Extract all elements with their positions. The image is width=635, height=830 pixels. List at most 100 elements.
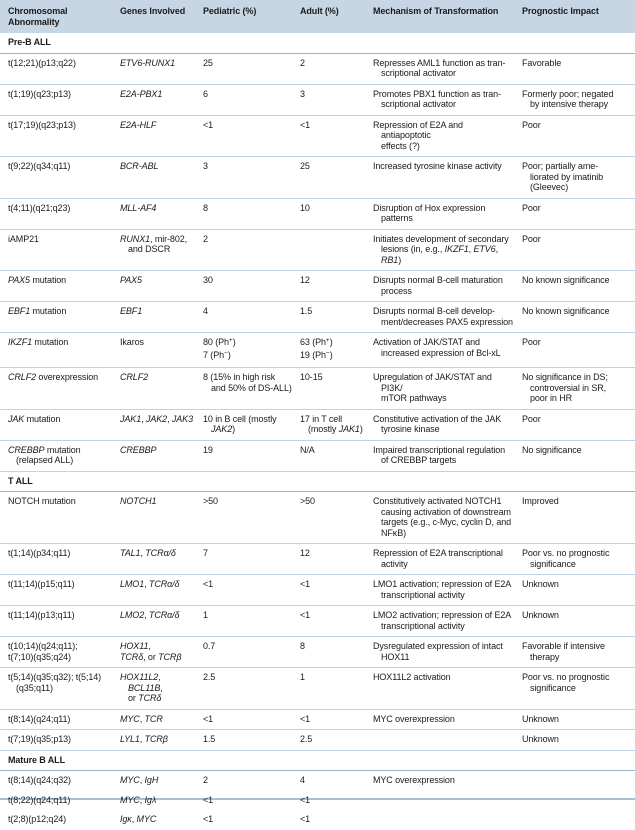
cell-genes: HOX11L2, BCL11B, or TCRδ: [120, 668, 203, 709]
cell-genes: Igκ, MYC: [120, 810, 203, 830]
cell-text: 1: [203, 610, 208, 620]
cell-adult: [300, 230, 373, 271]
cell-text: 10-15: [300, 372, 323, 382]
section-header-mature-b-all: Mature B ALL: [0, 751, 635, 771]
cell-genes: TAL1, TCRα/δ: [120, 544, 203, 574]
cell-mechanism: Increased tyrosine kinase activity: [373, 157, 522, 198]
cell-text: t(11;14)(p15;q11): [8, 579, 75, 589]
cell-adult: <1: [300, 116, 373, 157]
cell-text: 30: [203, 275, 213, 285]
table-row-t-17-19-q23-p13: t(17;19)(q23;p13) E2A-HLF <1 <1 Repression o…: [0, 116, 635, 157]
cell-text: CRLF2: [120, 372, 149, 382]
cell-text: BCR-ABL: [120, 161, 159, 171]
cell-pediatric: 2.5: [203, 668, 300, 709]
cell-genes: NOTCH1: [120, 492, 203, 543]
cell-text: Poor vs. no prognostic significance: [522, 548, 610, 569]
cell-prognostic: No significance: [522, 441, 633, 471]
column-header-prognostic: Prognostic Impact: [522, 0, 633, 33]
cell-text: N/A: [300, 444, 315, 455]
cell-adult: 2.5: [300, 730, 373, 750]
cell-mechanism: [373, 730, 522, 750]
cell-pediatric: 10 in B cell (mostly JAK2): [203, 410, 300, 440]
cell-genes: MYC, Igλ: [120, 791, 203, 811]
cell-text: Disruption of Hox expression patterns: [373, 202, 486, 224]
cell-text: JAK1, JAK2, JAK3: [120, 413, 193, 424]
cell-text: 10 in B cell (mostly JAK2): [203, 413, 277, 435]
cell-text: Constitutive activation of the JAK tyrosi…: [373, 413, 502, 435]
cell-prognostic: Poor; partially ame-liorated by imatinib…: [522, 157, 633, 198]
cell-abnormality: t(1;19)(q23;p13): [8, 85, 120, 115]
table-row-t-11-14-p13-q11: t(11;14)(p13;q11) LMO2, TCRα/δ 1 <1 LMO2 act…: [0, 606, 635, 637]
cell-text: iAMP21: [8, 233, 39, 244]
cell-text: Prognostic Impact: [522, 6, 599, 16]
table-row-iamp21: iAMP21 RUNX1, mir-802, and DSCR 2 Initiates …: [0, 230, 635, 271]
cell-text: 25: [300, 161, 310, 171]
table-row-t-8-22-q24-q11: t(8;22)(q24;q11) MYC, Igλ <1 <1: [0, 791, 635, 811]
cell-adult: <1: [300, 710, 373, 730]
table-row-row: t(5;14)(q35;q32); t(5;14) (q35;q11) HOX11L…: [0, 668, 635, 710]
cell-pediatric: 80 (Ph+) 7 (Ph−): [203, 333, 300, 367]
cell-adult: >50: [300, 492, 373, 543]
section-header-t-all: T ALL: [0, 472, 635, 492]
cell-text: t(7;10)(q35;q24): [8, 651, 71, 662]
table-row-row: IKZF1 mutation Ikaros 80 (Ph+) 7 (Ph−) 63 (P…: [0, 333, 635, 368]
cell-text: Favorable if intensive therapy: [522, 641, 605, 662]
cell-abnormality: t(17;19)(q23;p13): [8, 116, 120, 157]
cell-adult: <1: [300, 810, 373, 830]
cell-text: E2A-PBX1: [120, 88, 163, 99]
cell-text: Repression of E2A and antiapoptotic effec…: [373, 119, 463, 151]
cell-adult: 4: [300, 771, 373, 791]
cell-text: Poor: [522, 233, 541, 244]
table-row-t-8-14-q24-q32: t(8;14)(q24;q32) MYC, IgH 2 4 MYC overexpres…: [0, 771, 635, 791]
cell-abnormality: NOTCH mutation: [8, 492, 120, 543]
table-row-t-2-8-p12-q24: t(2;8)(p12;q24) Igκ, MYC <1 <1: [0, 810, 635, 830]
cell-mechanism: [373, 791, 522, 811]
cell-pediatric: 1.5: [203, 730, 300, 750]
cell-text: Poor: [522, 413, 541, 424]
cell-text: Repression of E2A transcriptional activit…: [373, 548, 503, 569]
cell-adult: 10: [300, 199, 373, 229]
cell-text: t(2;8)(p12;q24): [8, 814, 67, 824]
cell-genes: LMO2, TCRα/δ: [120, 606, 203, 636]
cell-adult: 1: [300, 668, 373, 709]
cell-abnormality: t(8;22)(q24;q11): [8, 791, 120, 811]
column-header-pediatric: Pediatric (%): [203, 0, 300, 33]
cell-text: 4: [300, 775, 305, 785]
cell-text: CRLF2 overexpression: [8, 372, 99, 382]
section-title: T ALL: [8, 472, 633, 492]
cell-text: 25: [203, 57, 213, 68]
cell-text: Poor vs. no prognostic significance: [522, 672, 610, 693]
cell-text: <1: [300, 814, 311, 824]
cell-abnormality: t(5;14)(q35;q32); t(5;14) (q35;q11): [8, 668, 120, 709]
cell-text: NOTCH1: [120, 496, 157, 506]
table-row-t-4-11-q21-q23: t(4;11)(q21;q23) MLL-AF4 8 10 Disruption of …: [0, 199, 635, 230]
cell-adult: 12: [300, 271, 373, 301]
cell-adult: 8: [300, 637, 373, 667]
cell-mechanism: MYC overexpression: [373, 710, 522, 730]
cell-mechanism: Disrupts normal B-cell maturation process: [373, 271, 522, 301]
cell-mechanism: LMO1 activation; repression of E2A transc…: [373, 575, 522, 605]
cell-genes: MYC, TCR: [120, 710, 203, 730]
section-header-pre-b-all: Pre-B ALL: [0, 33, 635, 54]
cell-prognostic: [522, 771, 633, 791]
cell-text: 80 (Ph+): [203, 337, 236, 347]
cell-text: ETV6-RUNX1: [120, 57, 176, 68]
cell-abnormality: t(7;19)(q35;p13): [8, 730, 120, 750]
cell-text: LMO1 activation; repression of E2A transc…: [373, 579, 512, 600]
cell-text: Unknown: [522, 734, 559, 744]
cell-text: EBF1 mutation: [8, 306, 67, 316]
cell-text: PAX5: [120, 275, 142, 285]
cell-text: MYC overexpression: [373, 713, 455, 724]
cell-text: 12: [300, 548, 310, 558]
cell-pediatric: <1: [203, 710, 300, 730]
cell-text: LMO1, TCRα/δ: [120, 579, 180, 589]
cell-genes: E2A-PBX1: [120, 85, 203, 115]
cell-text: HOX11L2, BCL11B, or TCRδ: [120, 672, 163, 703]
cell-genes: JAK1, JAK2, JAK3: [120, 410, 203, 440]
cell-abnormality: IKZF1 mutation: [8, 333, 120, 367]
cell-abnormality: iAMP21: [8, 230, 120, 271]
table-row-t-12-21-p13-q22: t(12;21)(p13;q22) ETV6-RUNX1 25 2 Represses …: [0, 54, 635, 85]
section-title: Pre-B ALL: [8, 33, 633, 53]
cell-prognostic: [522, 810, 633, 830]
